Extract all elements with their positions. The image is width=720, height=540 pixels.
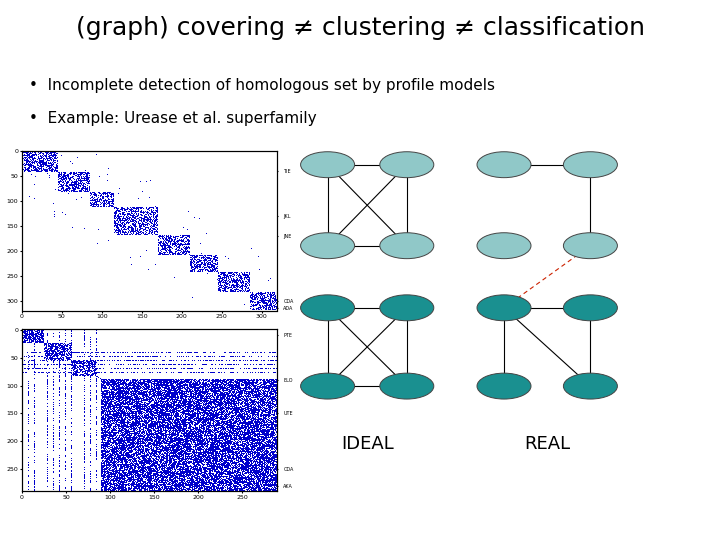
Ellipse shape xyxy=(477,373,531,399)
Ellipse shape xyxy=(563,233,618,259)
Ellipse shape xyxy=(380,373,433,399)
Text: REAL: REAL xyxy=(524,435,570,453)
Ellipse shape xyxy=(477,233,531,259)
Text: •  Example: Urease et al. superfamily: • Example: Urease et al. superfamily xyxy=(29,111,316,126)
Ellipse shape xyxy=(477,152,531,178)
Ellipse shape xyxy=(380,233,433,259)
Ellipse shape xyxy=(301,152,355,178)
Ellipse shape xyxy=(380,152,433,178)
Text: •  Incomplete detection of homologous set by profile models: • Incomplete detection of homologous set… xyxy=(29,78,495,93)
Ellipse shape xyxy=(301,295,355,321)
Ellipse shape xyxy=(380,295,433,321)
Ellipse shape xyxy=(563,152,618,178)
Ellipse shape xyxy=(477,295,531,321)
Ellipse shape xyxy=(563,295,618,321)
Ellipse shape xyxy=(301,233,355,259)
Text: IDEAL: IDEAL xyxy=(341,435,394,453)
Ellipse shape xyxy=(563,373,618,399)
Ellipse shape xyxy=(301,373,355,399)
Text: (graph) covering ≠ clustering ≠ classification: (graph) covering ≠ clustering ≠ classifi… xyxy=(76,16,644,40)
